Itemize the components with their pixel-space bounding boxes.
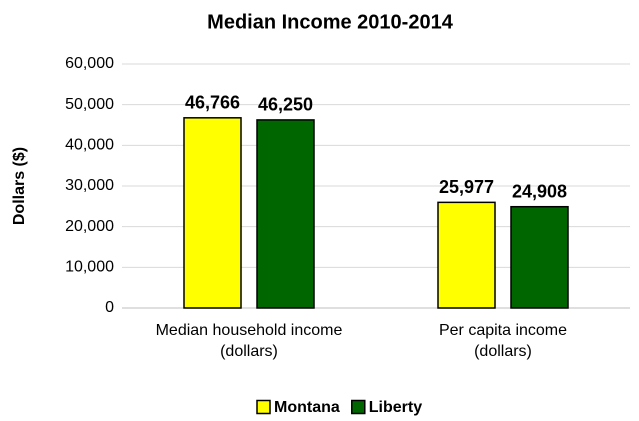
x-tick-label: Per capita income (dollars) <box>438 322 568 360</box>
data-label: 25,977 <box>439 177 494 197</box>
legend-label: Liberty <box>369 399 422 416</box>
data-label: 46,250 <box>258 95 313 115</box>
legend-swatch <box>256 399 271 415</box>
chart-title: Median Income 2010-2014 <box>207 11 454 33</box>
y-tick-label: 20,000 <box>65 218 114 235</box>
legend-label: Montana <box>274 399 340 416</box>
bar <box>256 119 315 309</box>
x-tick-label: Median household income (dollars) <box>155 322 343 360</box>
bar <box>183 117 242 309</box>
y-tick-label: 0 <box>105 299 114 316</box>
y-tick-label: 60,000 <box>65 55 114 72</box>
bar <box>437 201 496 309</box>
data-label: 46,766 <box>185 93 240 113</box>
y-tick-label: 30,000 <box>65 177 114 194</box>
legend-swatch <box>351 399 366 415</box>
bar <box>510 205 569 309</box>
y-tick-label: 50,000 <box>65 96 114 113</box>
data-label: 24,908 <box>512 181 567 201</box>
y-tick-label: 40,000 <box>65 137 114 154</box>
y-axis-label: Dollars ($) <box>11 147 28 225</box>
y-tick-label: 10,000 <box>65 259 114 276</box>
